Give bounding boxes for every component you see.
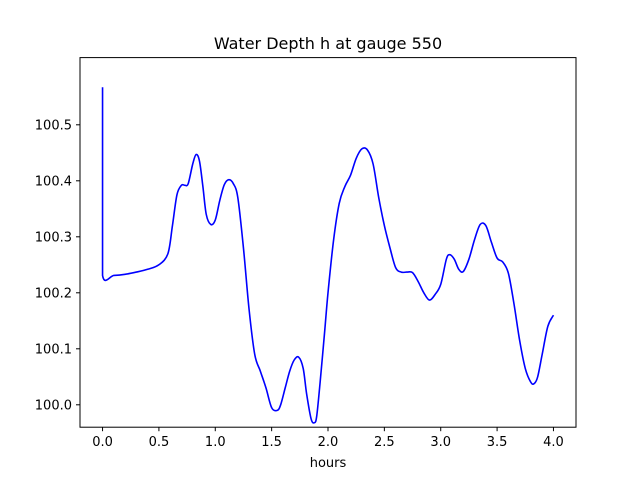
- plot-frame: [79, 57, 577, 428]
- x-tick-label: 3.5: [487, 435, 508, 450]
- x-tick-label: 3.0: [430, 435, 451, 450]
- y-tick-label: 100.2: [35, 286, 72, 301]
- y-axis: 100.0 100.1 100.2 100.3 100.4 100.5: [35, 118, 80, 413]
- x-axis-label: hours: [310, 456, 347, 471]
- y-tick-label: 100.1: [35, 342, 72, 357]
- y-tick-label: 100.3: [35, 230, 72, 245]
- chart-title: Water Depth h at gauge 550: [214, 34, 442, 53]
- x-tick-label: 4.0: [543, 435, 564, 450]
- x-tick-label: 2.0: [318, 435, 339, 450]
- x-axis: 0.0 0.5 1.0 1.5 2.0 2.5 3.0 3.5 4.0: [92, 427, 564, 450]
- x-tick-label: 1.5: [261, 435, 282, 450]
- y-tick-label: 100.4: [35, 174, 72, 189]
- x-tick-label: 0.5: [149, 435, 170, 450]
- plot-area: [101, 87, 555, 424]
- y-tick-label: 100.0: [35, 398, 72, 413]
- series-line: [101, 87, 555, 424]
- x-tick-label: 1.0: [205, 435, 226, 450]
- y-tick-label: 100.5: [35, 118, 72, 133]
- x-tick-label: 0.0: [92, 435, 113, 450]
- x-tick-label: 2.5: [374, 435, 395, 450]
